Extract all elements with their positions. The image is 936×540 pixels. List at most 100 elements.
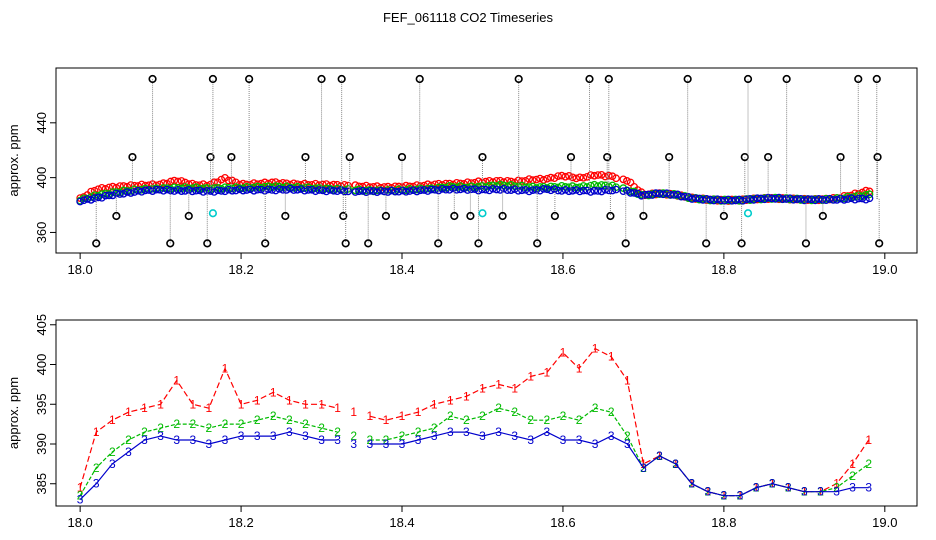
flagged-point <box>818 211 827 221</box>
series-3-point <box>655 189 664 198</box>
series-1-marker: 1 <box>592 342 599 356</box>
flagged-point <box>683 74 692 84</box>
series-2-marker: 2 <box>849 469 856 483</box>
series-3-marker: 3 <box>350 437 357 451</box>
series-1-point <box>181 178 189 187</box>
x-tick-label: 18.4 <box>389 515 414 530</box>
series-3-point <box>166 186 175 195</box>
series-3-point <box>843 195 852 203</box>
series-1-marker: 1 <box>624 373 631 387</box>
series-1-marker: 1 <box>318 397 325 411</box>
flagged-point <box>737 239 746 248</box>
series-3-point <box>282 185 291 194</box>
flagged-point <box>397 152 407 162</box>
series-2-point <box>423 184 432 193</box>
flagged-point <box>621 239 630 248</box>
series-1-point <box>322 180 331 188</box>
flagged-point <box>128 152 137 162</box>
series-3-point <box>547 186 555 195</box>
series-3-marker: 3 <box>189 433 196 447</box>
series-3-point <box>818 195 827 204</box>
series-3-point <box>445 185 454 194</box>
series-1-point <box>575 173 584 182</box>
series-1-marker: 1 <box>206 401 213 415</box>
cyan-point <box>208 209 218 218</box>
series-1-point <box>568 173 577 182</box>
series-3-point <box>612 185 620 194</box>
series-3-point <box>836 194 845 203</box>
series-3-marker: 3 <box>399 437 406 451</box>
series-3-point <box>206 187 215 195</box>
series-3-marker: 3 <box>141 433 148 447</box>
series-3-point <box>279 185 287 194</box>
series-2-marker: 2 <box>77 489 84 503</box>
series-1-marker: 1 <box>141 401 148 415</box>
series-3-point <box>489 184 497 193</box>
series-3-point <box>778 195 787 203</box>
series-2-marker: 2 <box>93 461 100 475</box>
series-1-point <box>159 179 168 187</box>
series-3-point <box>438 185 447 193</box>
series-2-marker: 2 <box>254 413 261 427</box>
series-3-point <box>706 195 715 204</box>
series-3-point <box>130 188 139 196</box>
series-3-marker: 3 <box>222 433 229 447</box>
series-3-point <box>119 189 128 198</box>
series-1-point <box>485 176 494 185</box>
series-1-point <box>579 173 588 182</box>
series-3-point <box>644 190 653 199</box>
series-3-point <box>804 195 812 203</box>
series-3-marker: 3 <box>640 461 647 475</box>
series-1-point <box>623 177 631 185</box>
series-3-point <box>358 186 367 195</box>
series-1-point <box>228 176 237 185</box>
flagged-point <box>604 74 613 84</box>
series-1-point <box>119 182 128 190</box>
flagged-point <box>364 239 373 248</box>
flagged-point <box>719 211 728 221</box>
series-3-marker: 3 <box>624 437 631 451</box>
series-1-marker: 1 <box>173 373 180 387</box>
series-1-point <box>572 174 581 183</box>
series-1-point <box>597 170 606 179</box>
series-3-point <box>420 186 428 194</box>
series-3-point <box>543 185 552 194</box>
series-1-marker: 1 <box>447 393 454 407</box>
series-3-point <box>652 189 660 198</box>
series-3-point <box>753 194 762 203</box>
series-3-point <box>210 188 218 196</box>
series-1-point <box>547 173 555 182</box>
series-3-point <box>724 195 733 204</box>
series-1-marker: 1 <box>302 397 309 411</box>
series-3-point <box>608 186 617 195</box>
series-3-point <box>478 185 486 194</box>
series-3-point <box>76 197 84 206</box>
series-3-marker: 3 <box>77 493 84 507</box>
series-3-point <box>83 195 92 203</box>
flagged-point <box>550 211 559 221</box>
series-3-point <box>384 188 392 196</box>
series-2-point <box>499 181 508 190</box>
series-3-point <box>246 185 255 194</box>
series-1-point <box>601 172 610 181</box>
series-1-marker: 1 <box>849 457 856 471</box>
series-3-point <box>521 185 530 194</box>
series-2-marker: 2 <box>608 405 615 419</box>
flagged-point <box>281 211 290 221</box>
series-3-point <box>677 192 686 201</box>
plot-frame <box>55 67 918 254</box>
series-3-marker: 3 <box>865 481 872 495</box>
series-3-point <box>579 186 588 195</box>
series-1-point <box>271 178 280 186</box>
series-2-marker: 2 <box>206 421 213 435</box>
series-2-marker: 2 <box>576 413 583 427</box>
series-1-marker: 1 <box>334 401 341 415</box>
series-3-point <box>499 184 508 193</box>
series-1-point <box>543 174 552 183</box>
series-2-point <box>579 182 588 190</box>
plot-frame <box>55 319 918 507</box>
series-3-point <box>231 186 240 195</box>
series-3-point <box>351 188 360 196</box>
x-tick-label: 18.8 <box>711 262 736 277</box>
series-3-point <box>322 187 331 196</box>
